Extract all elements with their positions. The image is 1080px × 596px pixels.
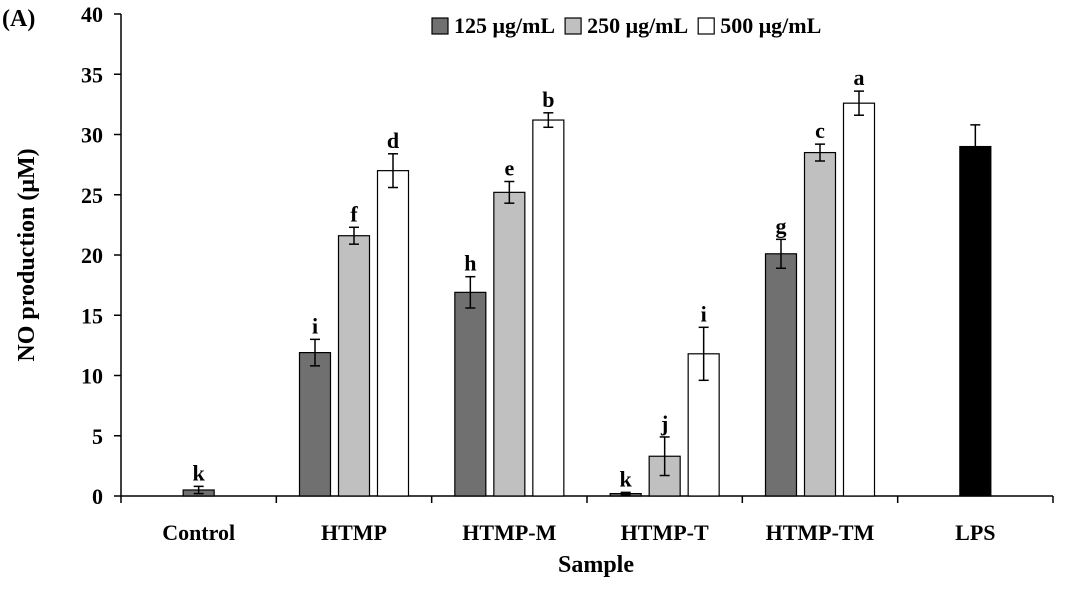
bar bbox=[532, 119, 565, 497]
legend: 125 μg/mL 250 μg/mL 500 μg/mL bbox=[431, 13, 821, 38]
legend-swatch bbox=[697, 17, 715, 35]
x-tick-label: Control bbox=[162, 520, 235, 545]
significance-letter: i bbox=[312, 313, 318, 338]
legend-label: 500 μg/mL bbox=[720, 13, 821, 38]
y-tick-label: 35 bbox=[81, 62, 103, 87]
significance-letter: j bbox=[660, 411, 668, 436]
bar bbox=[454, 291, 487, 497]
x-axis-title: Sample bbox=[558, 552, 634, 578]
y-tick-label: 30 bbox=[81, 123, 103, 148]
bar bbox=[842, 102, 876, 497]
bar bbox=[959, 145, 992, 497]
bar bbox=[803, 151, 837, 497]
significance-letter: a bbox=[854, 65, 865, 90]
x-tick-label: HTMP-TM bbox=[766, 520, 875, 545]
significance-letter: h bbox=[464, 251, 476, 276]
x-tick-label: LPS bbox=[955, 520, 995, 545]
significance-letter: b bbox=[542, 87, 554, 112]
legend-label: 250 μg/mL bbox=[587, 13, 688, 38]
legend-swatch bbox=[431, 17, 449, 35]
bar bbox=[764, 253, 798, 497]
y-tick-label: 10 bbox=[81, 364, 103, 389]
bar bbox=[493, 191, 526, 497]
bar bbox=[376, 170, 410, 497]
significance-letter: e bbox=[504, 155, 514, 180]
x-tick-label: HTMP bbox=[321, 520, 387, 545]
significance-letter: d bbox=[387, 128, 399, 153]
panel-label: (A) bbox=[2, 6, 35, 32]
y-tick-label: 0 bbox=[92, 484, 103, 509]
y-tick-label: 25 bbox=[81, 183, 103, 208]
significance-letter: g bbox=[776, 213, 787, 238]
significance-letter: c bbox=[815, 118, 825, 143]
plot-area: 0 5 10 15 20 25 30 35 40 Control HTMP HTMP-M HTMP-T H… bbox=[81, 2, 1054, 545]
y-tick-label: 15 bbox=[81, 303, 103, 328]
significance-letter: f bbox=[350, 201, 358, 226]
legend-label: 125 μg/mL bbox=[454, 13, 555, 38]
bar bbox=[298, 352, 332, 497]
y-tick-label: 20 bbox=[81, 243, 103, 268]
x-tick-label: HTMP-M bbox=[462, 520, 556, 545]
legend-swatch bbox=[564, 17, 582, 35]
significance-letter: k bbox=[193, 460, 206, 485]
y-axis-title: NO production (μM) bbox=[14, 148, 40, 361]
y-tick-label: 5 bbox=[92, 424, 103, 449]
bar bbox=[337, 235, 371, 497]
x-tick-label: HTMP-T bbox=[621, 520, 709, 545]
y-tick-label: 40 bbox=[81, 2, 103, 27]
significance-letter: i bbox=[701, 301, 707, 326]
significance-letter: k bbox=[620, 466, 633, 491]
